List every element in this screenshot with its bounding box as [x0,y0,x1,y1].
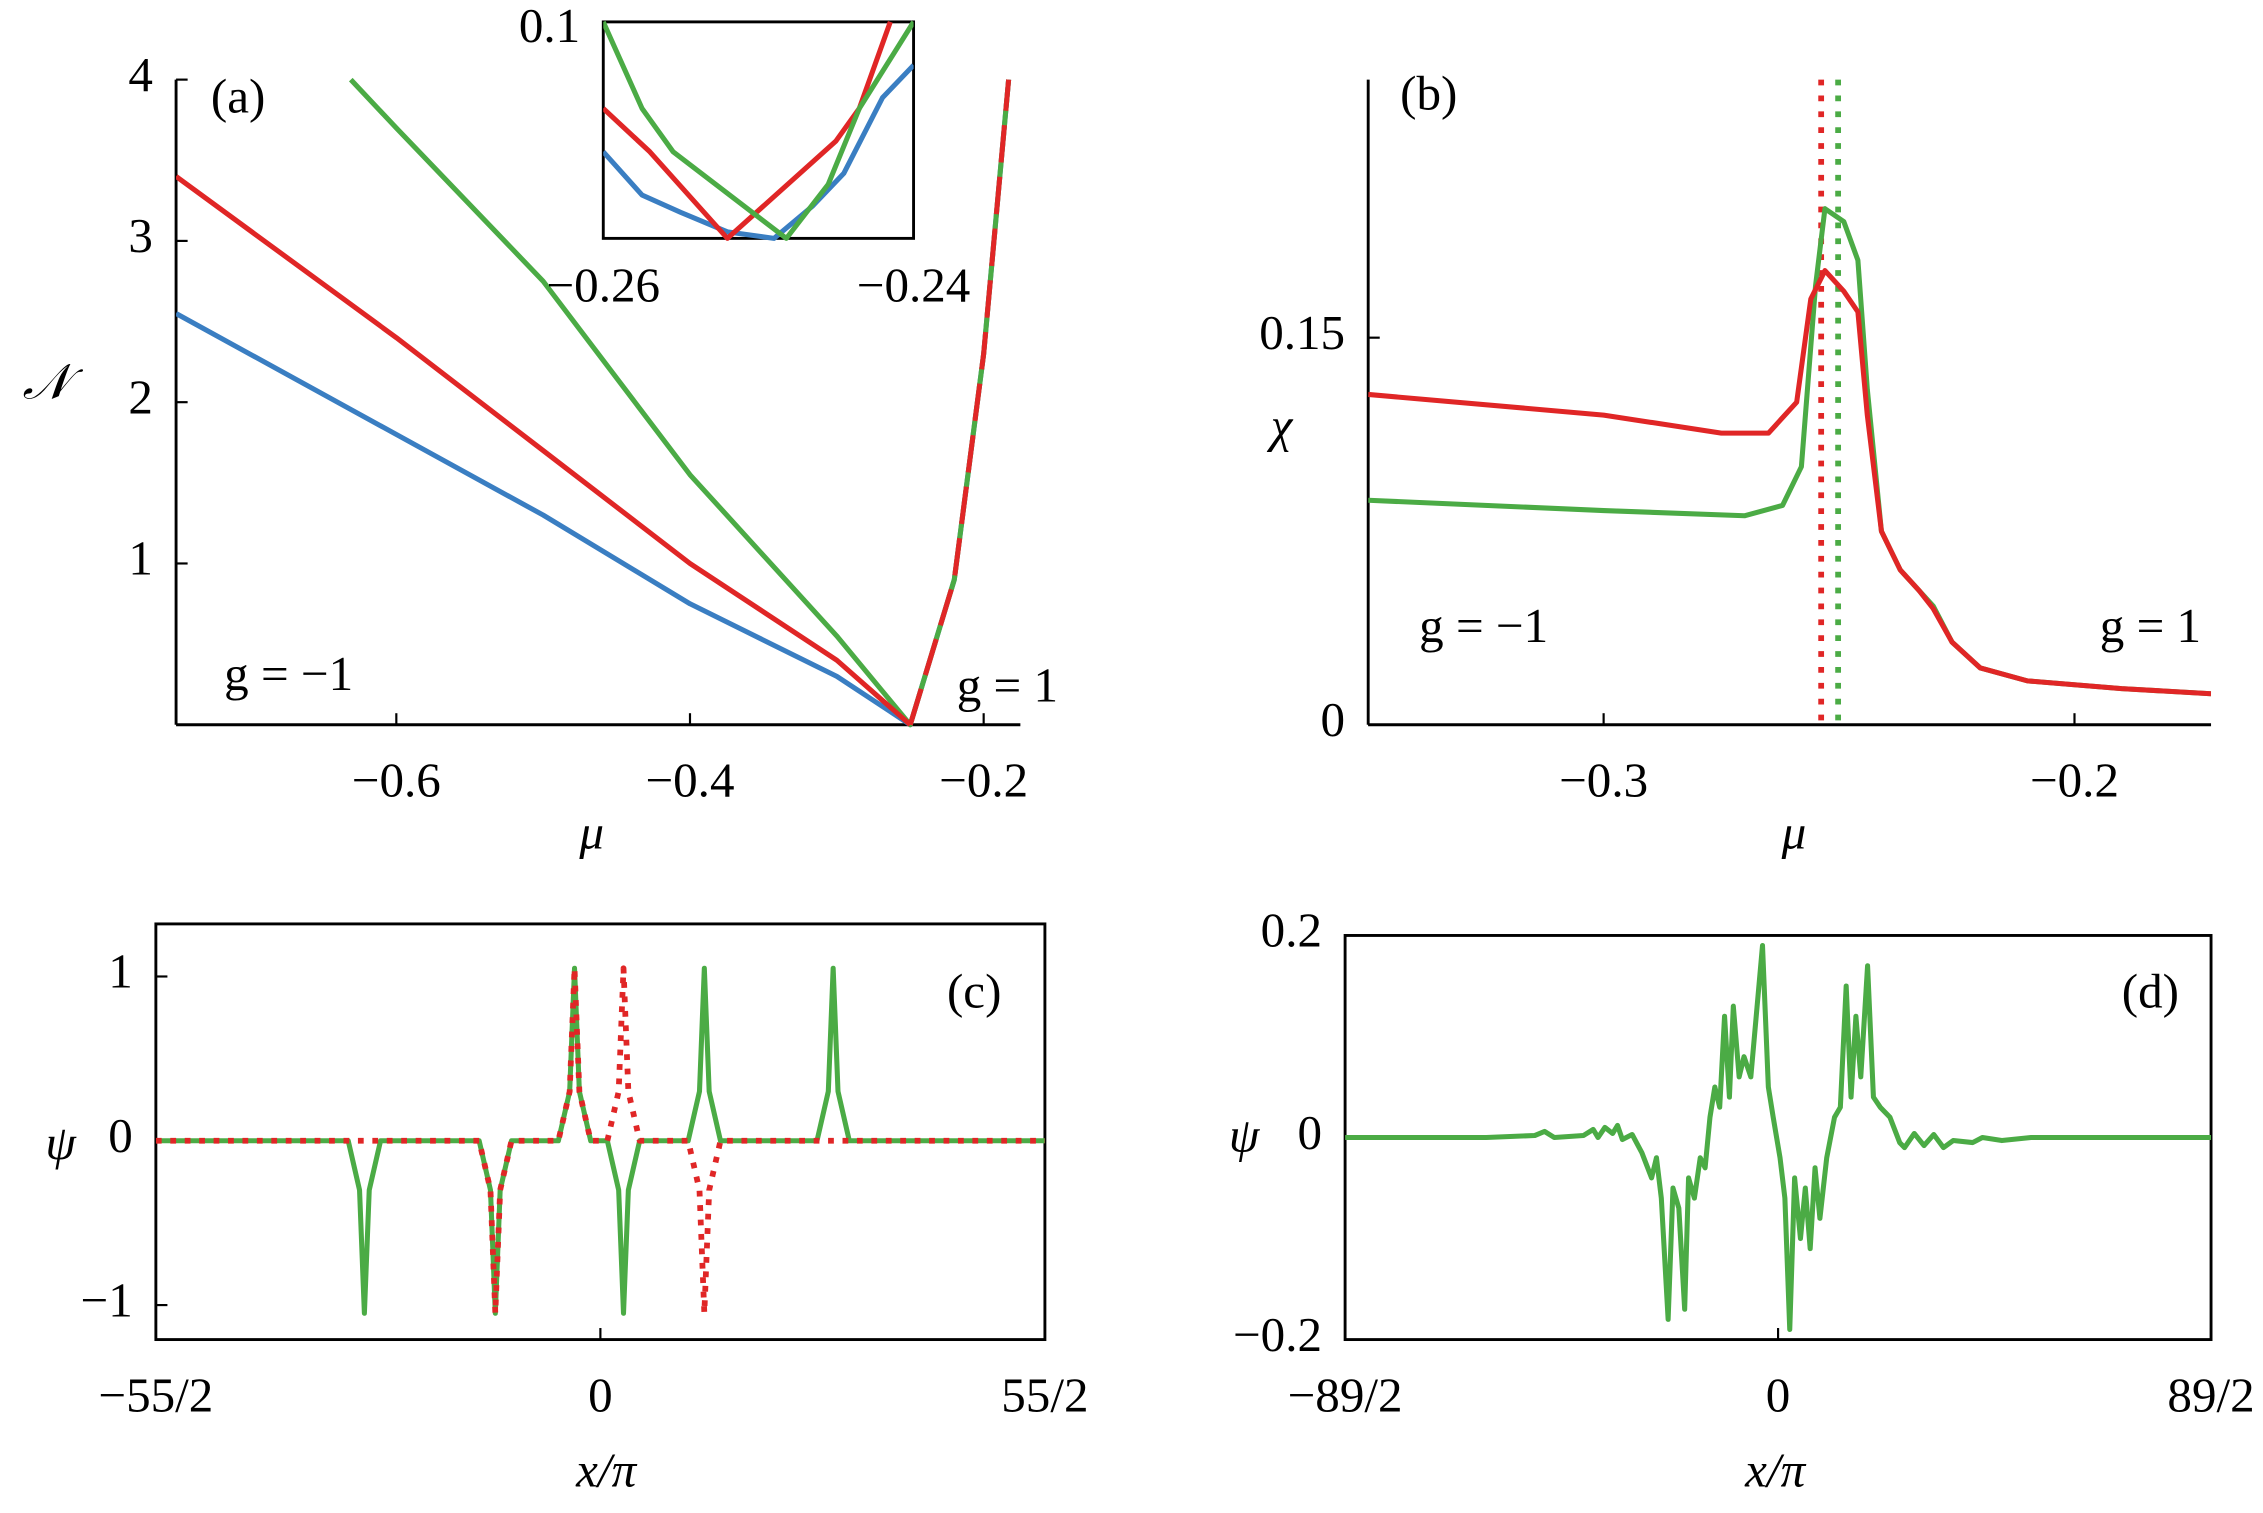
y-tick-label: 2 [128,369,153,424]
annotation: (c) [947,963,1001,1018]
x-tick-label: −0.2 [2030,753,2119,808]
y-axis-label: ψ [45,1115,77,1170]
x-axis-label: x/π [1744,1442,1806,1497]
x-axis-label: x/π [575,1442,637,1497]
x-axis-label: μ [1781,805,1807,860]
y-tick-label: 3 [128,208,153,263]
x-tick-label: −0.4 [645,753,734,808]
y-tick-label: 0.2 [1261,903,1322,958]
x-tick-label: −0.2 [939,753,1028,808]
data-line [907,79,1012,726]
axes-frame [154,922,1047,1342]
data-line [603,21,893,241]
x-tick-label: 55/2 [1001,1367,1088,1422]
annotation: g = −1 [1419,598,1548,653]
x-tick-label: −0.3 [1559,753,1648,808]
annotation: g = −1 [224,646,353,701]
data-line [155,965,1045,1317]
y-tick-label: 1 [128,531,153,586]
data-line [1368,268,2212,697]
x-tick-label: 0 [1766,1367,1791,1422]
y-axis-label: ψ [1229,1108,1261,1163]
x-tick-label: −89/2 [1288,1367,1403,1422]
data-line [176,79,1012,728]
x-tick-label: −0.6 [352,753,441,808]
data-line [176,174,912,727]
annotation: (a) [211,69,265,124]
annotation: (d) [2122,963,2179,1018]
x-tick-label: 89/2 [2167,1367,2254,1422]
x-axis-label: μ [578,805,604,860]
y-tick-label: 4 [128,47,153,102]
x-tick-label: −0.26 [547,258,661,313]
y-tick-label: 0 [108,1108,133,1163]
y-tick-label: 1 [108,944,133,999]
x-tick-label: −0.24 [857,258,971,313]
annotation: g = 1 [2100,598,2201,653]
data-line [1345,943,2212,1332]
annotation: g = 1 [957,657,1058,712]
x-tick-label: −55/2 [98,1367,213,1422]
x-tick-label: 0 [588,1367,613,1422]
y-tick-label: 0 [1321,692,1346,747]
y-tick-label: −0.2 [1233,1307,1322,1362]
y-tick-label: 0.15 [1259,305,1345,360]
data-line [348,77,1012,728]
y-tick-label: 0 [1297,1105,1322,1160]
data-line [603,63,914,241]
y-tick-label: −1 [81,1272,133,1327]
y-axis-label: 𝒩 [23,354,84,409]
y-axis-label: χ [1267,398,1294,453]
annotation: (b) [1400,66,1457,121]
y-tick-label: 0.1 [519,0,580,53]
data-line [603,20,914,241]
